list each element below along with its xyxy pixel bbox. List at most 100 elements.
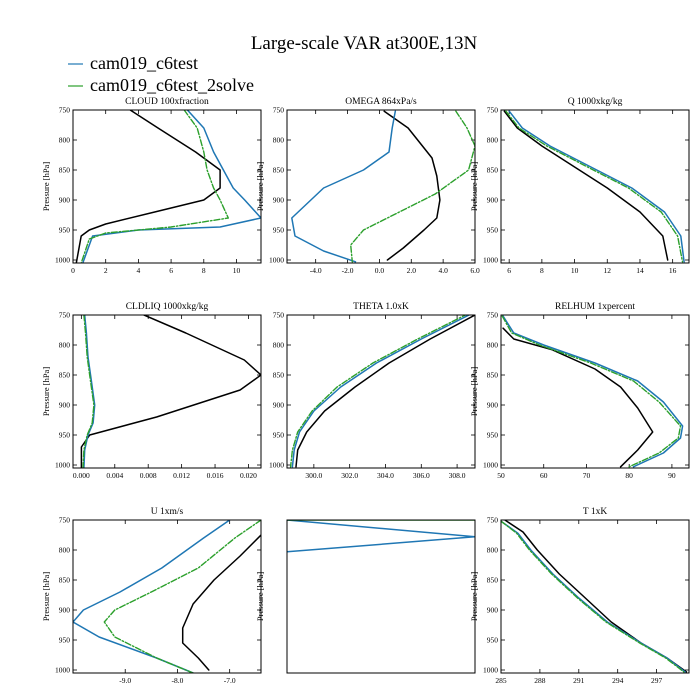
panel-frame: [72, 519, 262, 674]
x-tick-label: -2.0: [342, 266, 354, 275]
series-line-obs: [383, 110, 441, 261]
x-tick-label: 10: [233, 266, 241, 275]
series-group: [80, 315, 261, 468]
x-tick-label: 4: [137, 266, 141, 275]
y-tick-label: 800: [487, 546, 499, 555]
y-tick-label: 950: [59, 226, 71, 235]
x-tick-label: -9.0: [119, 676, 131, 685]
x-tick-label: 306.0: [413, 471, 430, 480]
series-group: [503, 110, 685, 263]
y-tick-label: 900: [273, 401, 285, 410]
y-tick-label: 900: [273, 196, 285, 205]
y-tick-label: 850: [487, 166, 499, 175]
x-tick-label: 6.0: [470, 266, 480, 275]
series-line-obs: [75, 110, 221, 263]
x-tick-label: 0: [71, 266, 75, 275]
y-axis-label: Pressure [hPa]: [469, 367, 479, 417]
series-group: [73, 520, 261, 673]
x-tick-label: 2: [104, 266, 108, 275]
series-line-cam019-c6test-2solve: [501, 315, 682, 468]
y-tick-label: 900: [487, 401, 499, 410]
panel-frame: [286, 109, 476, 264]
legend-label-cam019-c6test-2solve: cam019_c6test_2solve: [90, 75, 254, 95]
panel-8: Pressure [hPa]: [255, 519, 476, 674]
panel-title: OMEGA 864xPa/s: [345, 97, 417, 107]
panel-1: CLOUD 100xfraction Pressure [hPa] 750 800 85…: [41, 96, 262, 275]
panel-title: RELHUM 1xpercent: [555, 302, 635, 312]
x-tick-label: 0.016: [207, 471, 224, 480]
y-tick-label: 750: [487, 516, 499, 525]
figure-title: Large-scale VAR at300E,13N: [251, 33, 478, 54]
series-line-cam019-c6test: [502, 315, 684, 468]
panel-title: U 1xm/s: [151, 507, 184, 517]
series-line-obs: [295, 315, 475, 468]
y-tick-label: 950: [487, 636, 499, 645]
x-tick-label: 300.0: [305, 471, 322, 480]
x-tick-label: 0.0: [375, 266, 385, 275]
series-line-obs: [502, 327, 654, 468]
x-tick-label: 0.000: [73, 471, 90, 480]
x-tick-label: 80: [625, 471, 633, 480]
y-tick-label: 950: [273, 226, 285, 235]
series-group: [501, 315, 684, 468]
series-line-cam019-c6test: [291, 110, 397, 263]
y-tick-label: 900: [487, 606, 499, 615]
y-tick-label: 950: [59, 431, 71, 440]
series-group: [75, 110, 261, 263]
series-line-cam019-c6test: [73, 520, 231, 673]
x-tick-label: 60: [540, 471, 548, 480]
y-axis-label: Pressure [hPa]: [469, 162, 479, 212]
panel-3: Q 1000xkg/kg Pressure [hPa] 750 800 850 900 95…: [469, 97, 690, 275]
y-tick-label: 750: [59, 311, 71, 320]
y-tick-label: 900: [59, 606, 71, 615]
x-tick-label: 0.004: [106, 471, 123, 480]
y-tick-label: 750: [59, 106, 71, 115]
y-tick-label: 1000: [269, 461, 284, 470]
x-tick-label: 285: [495, 676, 507, 685]
y-axis-label: Pressure [hPa]: [41, 367, 51, 417]
y-tick-label: 750: [273, 311, 285, 320]
series-line-cam019-c6test-2solve: [501, 520, 685, 673]
x-tick-label: 12: [604, 266, 612, 275]
x-tick-label: 50: [497, 471, 505, 480]
y-tick-label: 850: [59, 166, 71, 175]
y-tick-label: 850: [273, 166, 285, 175]
panel-frame: [286, 314, 476, 469]
panel-frame: [500, 519, 690, 674]
x-tick-label: 4.0: [438, 266, 448, 275]
panel-title: T 1xK: [583, 507, 608, 517]
y-tick-label: 800: [59, 546, 71, 555]
series-line-cam019-c6test-2solve: [289, 315, 467, 468]
y-tick-label: 850: [59, 371, 71, 380]
y-axis-label: Pressure [hPa]: [469, 572, 479, 622]
y-tick-label: 950: [487, 226, 499, 235]
x-tick-label: 10: [571, 266, 579, 275]
series-line-obs: [504, 520, 688, 673]
y-tick-label: 900: [487, 196, 499, 205]
x-tick-label: 6: [507, 266, 511, 275]
y-tick-label: 1000: [55, 666, 70, 675]
y-tick-label: 800: [487, 136, 499, 145]
x-tick-label: 90: [668, 471, 676, 480]
y-tick-label: 950: [487, 431, 499, 440]
panel-4: CLDLIQ 1000xkg/kg Pressure [hPa] 750 800 850…: [41, 302, 262, 480]
panel-title: THETA 1.0xK: [353, 302, 409, 312]
series-line-cam019-c6test: [291, 315, 471, 468]
series-line-cam019-c6test: [82, 110, 261, 263]
y-tick-label: 800: [59, 136, 71, 145]
x-tick-label: -8.0: [172, 676, 184, 685]
series-group: [289, 315, 475, 468]
series-line-obs: [503, 110, 669, 261]
y-axis-label: Pressure [hPa]: [255, 162, 265, 212]
x-tick-label: 8: [540, 266, 544, 275]
x-tick-label: 288: [534, 676, 546, 685]
y-axis-label: Pressure [hPa]: [41, 572, 51, 622]
series-line-cam019-c6test: [501, 520, 686, 673]
series-line-cam019-c6test: [508, 110, 685, 263]
y-tick-label: 950: [273, 431, 285, 440]
x-tick-label: 16: [669, 266, 677, 275]
legend: cam019_c6test cam019_c6test_2solve: [68, 53, 254, 95]
